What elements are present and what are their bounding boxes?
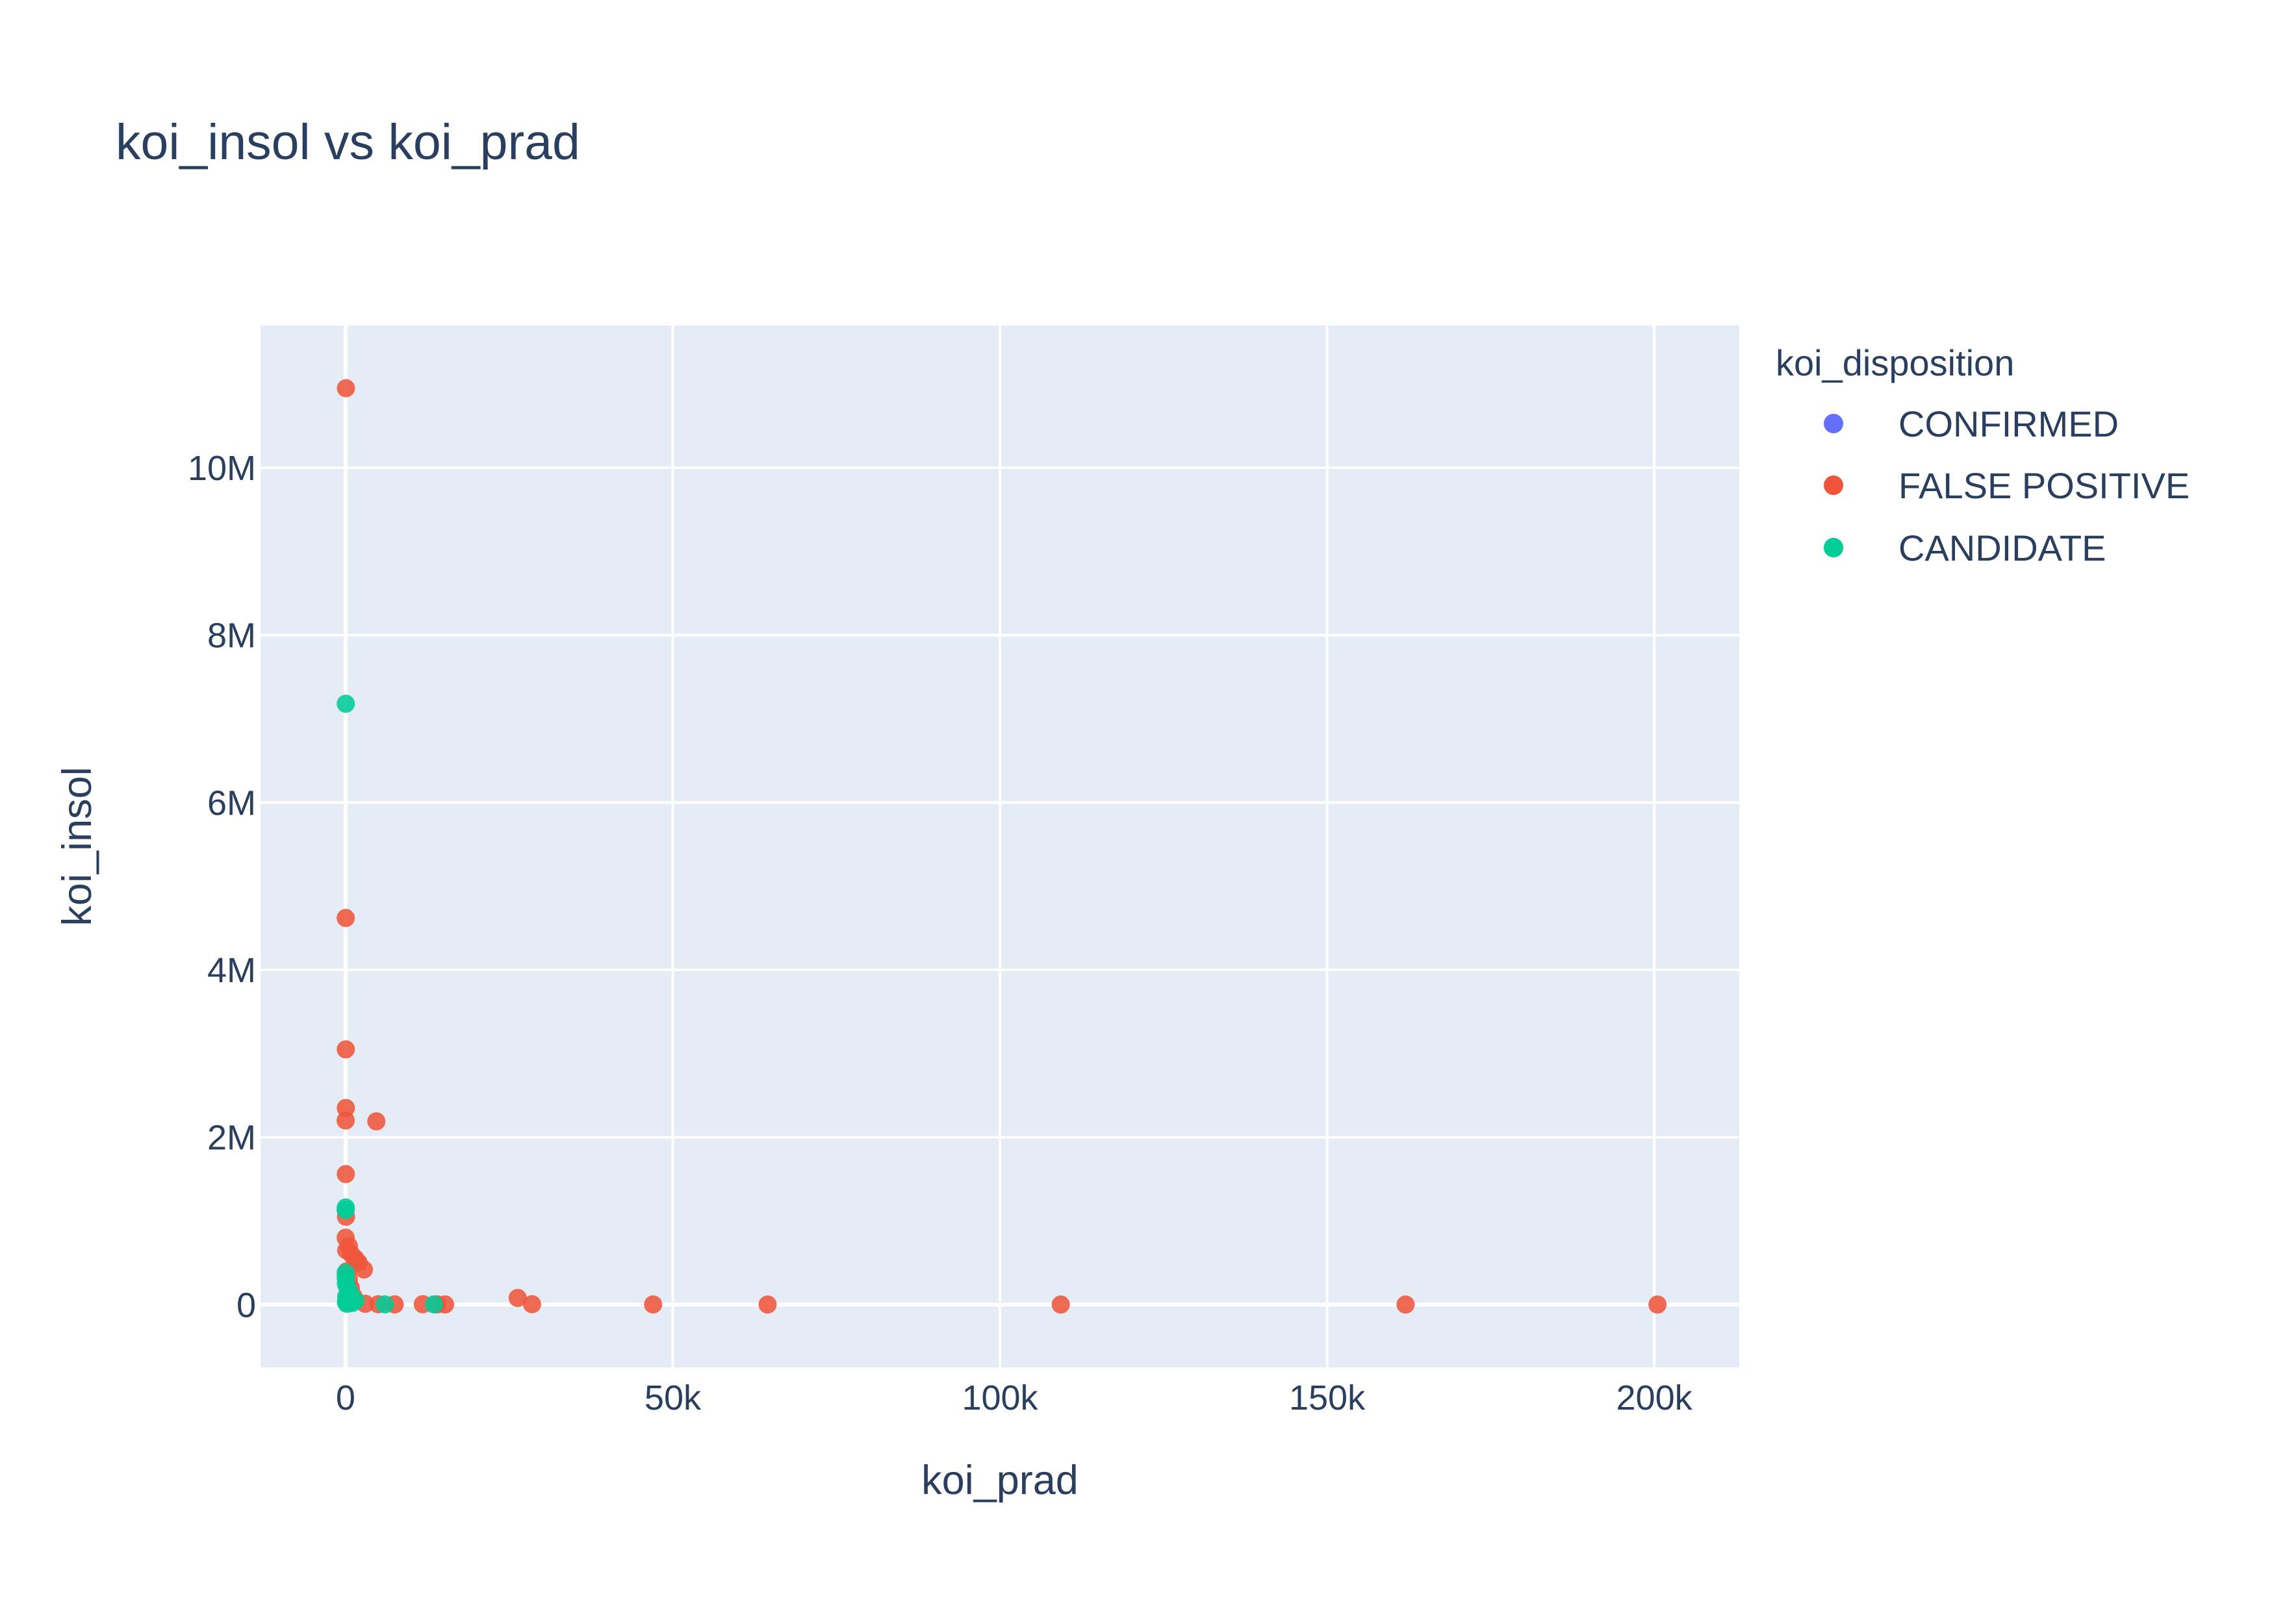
y-tick-label: 6M [207, 783, 256, 822]
data-point-false-positive [1051, 1295, 1070, 1314]
data-point-candidate [337, 1295, 356, 1313]
legend-marker-candidate [1824, 538, 1843, 557]
tick-labels: 0 50k 100k 150k 200k 0 2M 4M 6M 8M 10M [188, 449, 1693, 1417]
legend-item-confirmed[interactable]: CONFIRMED [1824, 403, 2119, 444]
data-point-false-positive [337, 1111, 355, 1130]
legend: koi_disposition CONFIRMED FALSE POSITIVE… [1776, 342, 2190, 568]
y-axis-title: koi_insol [55, 767, 100, 926]
x-tick-label: 200k [1616, 1378, 1693, 1417]
data-point-false-positive [337, 1165, 355, 1184]
data-points [336, 379, 1667, 1314]
legend-marker-confirmed [1824, 414, 1843, 433]
data-point-false-positive [337, 379, 355, 398]
data-point-false-positive [1648, 1295, 1667, 1314]
grid-lines [261, 325, 1739, 1367]
data-point-candidate [376, 1295, 394, 1313]
data-point-false-positive [644, 1295, 663, 1314]
legend-label-candidate: CANDIDATE [1898, 527, 2106, 568]
data-point-false-positive [508, 1289, 527, 1308]
data-point-false-positive [337, 1040, 355, 1059]
legend-title: koi_disposition [1776, 342, 2014, 383]
y-tick-label: 4M [207, 951, 256, 990]
y-tick-label: 0 [236, 1286, 256, 1325]
x-axis-title: koi_prad [921, 1458, 1079, 1503]
y-tick-label: 2M [207, 1119, 256, 1158]
legend-item-false-positive[interactable]: FALSE POSITIVE [1824, 465, 2190, 506]
legend-label-confirmed: CONFIRMED [1898, 403, 2119, 444]
legend-item-candidate[interactable]: CANDIDATE [1824, 527, 2106, 568]
data-point-false-positive [367, 1112, 386, 1131]
legend-marker-false-positive [1824, 476, 1843, 495]
y-tick-label: 8M [207, 616, 256, 655]
data-point-false-positive [355, 1260, 374, 1279]
data-point-false-positive [337, 909, 355, 928]
legend-label-false-positive: FALSE POSITIVE [1898, 465, 2190, 506]
chart-title: koi_insol vs koi_prad [116, 114, 580, 170]
data-point-candidate [424, 1295, 443, 1313]
data-point-false-positive [758, 1295, 777, 1314]
data-point-false-positive [337, 1098, 355, 1117]
x-tick-label: 50k [645, 1378, 702, 1417]
data-point-candidate [337, 694, 355, 713]
y-tick-label: 10M [188, 449, 256, 488]
x-tick-label: 100k [962, 1378, 1038, 1417]
data-point-candidate [337, 1200, 355, 1219]
x-tick-label: 0 [336, 1378, 355, 1417]
x-tick-label: 150k [1289, 1378, 1366, 1417]
data-point-false-positive [522, 1295, 541, 1313]
data-point-false-positive [1396, 1295, 1415, 1314]
